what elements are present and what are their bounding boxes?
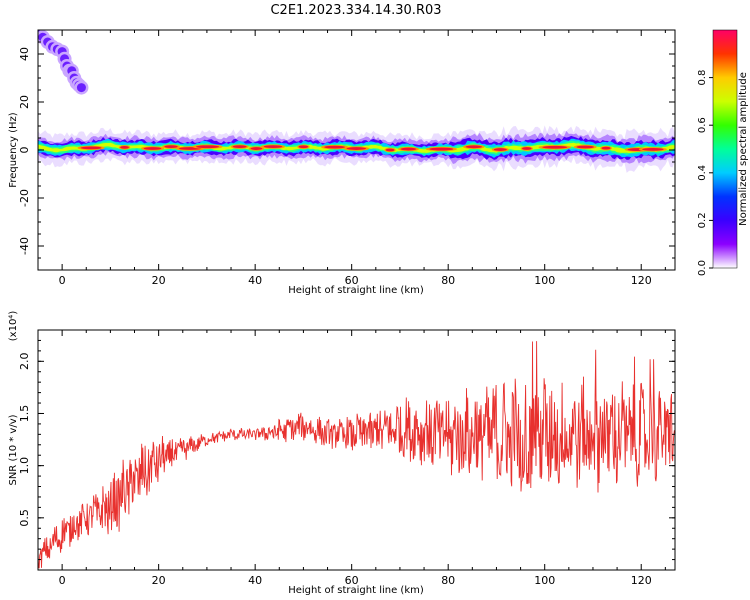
ridge-hotspot bbox=[542, 145, 568, 149]
ridge-hotspot bbox=[143, 147, 162, 150]
snr-multiplier: (x10⁴) bbox=[8, 311, 19, 342]
ridge-hotspot bbox=[195, 145, 220, 149]
snr-ticks: 0 20 40 60 80 100 120 0.5 1.0 1.5 2.0 bbox=[18, 330, 675, 587]
ridge-hotspot bbox=[263, 145, 283, 149]
x-tick-label: 80 bbox=[441, 574, 455, 587]
colorbar-tick-label: 0.0 bbox=[697, 260, 708, 276]
artifact-blob bbox=[76, 83, 86, 93]
ridge-hotspot bbox=[232, 145, 247, 149]
ridge-hotspot bbox=[250, 147, 263, 150]
x-tick-label: 100 bbox=[534, 574, 555, 587]
ridge-hotspot bbox=[465, 145, 483, 149]
spectrogram-heatmap bbox=[38, 30, 675, 173]
ridge-hotspot bbox=[521, 147, 532, 150]
x-tick-label: 60 bbox=[345, 574, 359, 587]
y-tick-label: 0 bbox=[18, 147, 31, 154]
colorbar: 0.0 0.2 0.4 0.6 0.8 Normalized spectral ampl… bbox=[697, 29, 749, 276]
x-tick-label: 0 bbox=[59, 574, 66, 587]
x-tick-label: 40 bbox=[248, 274, 262, 287]
spectrogram-ticks: 0 20 40 60 80 100 120 -40 -20 0 20 40 bbox=[18, 29, 675, 287]
ridge-hotspot bbox=[324, 145, 346, 149]
y-tick-label: 1.0 bbox=[18, 457, 31, 475]
colorbar-tick-label: 0.4 bbox=[697, 165, 708, 181]
x-tick-label: 20 bbox=[152, 574, 166, 587]
y-tick-label: -20 bbox=[18, 189, 31, 207]
snr-series-line bbox=[38, 341, 675, 569]
y-tick-label: 1.5 bbox=[18, 405, 31, 423]
colorbar-label: Normalized spectral amplitude bbox=[738, 72, 749, 226]
ridge-hotspot bbox=[429, 147, 454, 151]
snr-frame bbox=[37, 329, 676, 571]
colorbar-tick-label: 0.6 bbox=[697, 117, 708, 133]
ridge-hotspot bbox=[642, 147, 664, 151]
y-tick-label: 2.0 bbox=[18, 353, 31, 371]
y-tick-label: 20 bbox=[18, 95, 31, 109]
snr-xlabel: Height of straight line (km) bbox=[288, 585, 424, 596]
ridge-hotspot bbox=[385, 148, 395, 152]
snr-panel: 0 20 40 60 80 100 120 0.5 1.0 1.5 2.0 Height of st… bbox=[8, 311, 676, 596]
x-tick-label: 40 bbox=[248, 574, 262, 587]
y-tick-label: -40 bbox=[18, 237, 31, 255]
snr-plot-area bbox=[38, 341, 675, 569]
colorbar-gradient bbox=[712, 29, 738, 269]
ridge-hotspot bbox=[298, 145, 309, 149]
y-tick-label: 40 bbox=[18, 47, 31, 61]
x-tick-label: 60 bbox=[345, 274, 359, 287]
snr-ylabel: SNR (10 * v/v) bbox=[8, 414, 19, 485]
spectrogram-xlabel: Height of straight line (km) bbox=[288, 285, 424, 296]
colorbar-ticks: 0.0 0.2 0.4 0.6 0.8 bbox=[697, 70, 713, 276]
x-tick-label: 100 bbox=[534, 274, 555, 287]
x-tick-label: 0 bbox=[59, 274, 66, 287]
colorbar-tick-label: 0.8 bbox=[697, 70, 708, 86]
ridge-hotspot bbox=[601, 146, 611, 150]
figure-title: C2E1.2023.334.14.30.R03 bbox=[270, 3, 441, 18]
ridge-hotspot bbox=[400, 147, 417, 151]
ridge-hotspot bbox=[120, 145, 129, 149]
ridge-hotspot bbox=[80, 146, 102, 150]
spectrogram-panel: 0 20 40 60 80 100 120 -40 -20 0 20 40 Height of str… bbox=[8, 29, 676, 296]
x-tick-label: 80 bbox=[441, 274, 455, 287]
ridge-hotspot bbox=[164, 145, 178, 149]
x-tick-label: 20 bbox=[152, 274, 166, 287]
spectrogram-ylabel: Frequency (Hz) bbox=[8, 112, 19, 188]
ridge-hotspot bbox=[493, 148, 507, 151]
y-tick-label: 0.5 bbox=[18, 509, 31, 527]
ridge-hotspot bbox=[576, 145, 595, 149]
x-tick-label: 120 bbox=[631, 574, 652, 587]
x-tick-label: 120 bbox=[631, 274, 652, 287]
colorbar-tick-label: 0.2 bbox=[697, 212, 708, 228]
ridge-hotspot bbox=[346, 147, 367, 150]
